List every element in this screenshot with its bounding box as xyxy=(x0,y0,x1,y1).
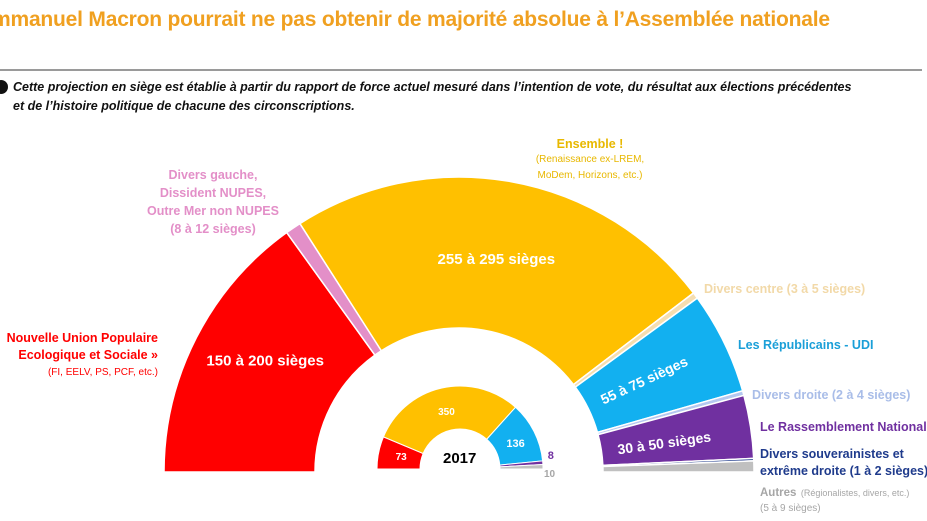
subtitle-line-1: Cette projection en siège est établie à … xyxy=(13,80,852,94)
segment-projection-autres xyxy=(602,460,755,473)
legend-dvg-line1: Divers gauche, xyxy=(168,168,258,182)
legend-dvc: Divers centre (3 à 5 sièges) xyxy=(704,282,866,296)
subtitle-line-2: et de l’histoire politique de chacune de… xyxy=(13,99,355,113)
year-2017-label: 2017 xyxy=(443,450,477,467)
legend-autres-title: Autres xyxy=(760,487,797,499)
legend-lr: Les Républicains - UDI xyxy=(738,338,874,352)
data-label-2017-lrem-modem: 350 xyxy=(438,407,455,418)
data-label-2017-gauche: 73 xyxy=(396,452,408,463)
legend-ensemble: Ensemble ! (Renaissance ex-LREM, MoDem, … xyxy=(510,136,670,184)
legend-dvg-line4: (8 à 12 sièges) xyxy=(170,222,256,236)
arc-2017-data-labels: 73 350 136 8 10 xyxy=(396,407,556,480)
segment-2017-lrem-modem xyxy=(382,385,517,455)
legend-autres-sub: (Régionalistes, divers, etc.) xyxy=(800,488,910,498)
legend-ensemble-title: Ensemble ! xyxy=(556,137,624,151)
legend-nupes: Nouvelle Union Populaire Ecologique et S… xyxy=(0,330,158,381)
data-label-2017-rn: 8 xyxy=(548,450,554,462)
legend-autres: Autres (Régionalistes, divers, etc.) (5 … xyxy=(760,484,909,516)
legend-dsed: Divers souverainistes et extrême droite … xyxy=(760,446,927,480)
data-label-2017-lr-udi: 136 xyxy=(506,438,524,450)
legend-nupes-sub: (FI, EELV, PS, PCF, etc.) xyxy=(47,367,158,378)
legend-nupes-title2: Ecologique et Sociale » xyxy=(18,348,158,362)
data-label-projection-ensemble: 255 à 295 sièges xyxy=(438,251,556,268)
projection-arc xyxy=(163,176,755,473)
legend-nupes-title1: Nouvelle Union Populaire xyxy=(6,331,158,345)
segment-projection-nouvelle-union-populaire-ecologique-et-sociale xyxy=(163,231,376,473)
legend-dvg: Divers gauche, Dissident NUPES, Outre Me… xyxy=(128,166,298,238)
segment-2017-autres xyxy=(499,463,544,470)
divider xyxy=(0,69,922,71)
legend-dvg-line2: Dissident NUPES, xyxy=(159,186,267,200)
legend-dsed-line1: Divers souverainistes et xyxy=(760,447,904,461)
bullet-icon xyxy=(0,80,8,94)
subtitle: Cette projection en siège est établie à … xyxy=(13,78,913,116)
legend-rn: Le Rassemblement National xyxy=(760,420,927,434)
legend-dsed-line2: extrême droite (1 à 2 sièges) xyxy=(760,464,927,478)
legend-dvg-line3: Outre Mer non NUPES xyxy=(147,204,279,218)
data-label-2017-autres: 10 xyxy=(544,469,556,480)
page-title: mmanuel Macron pourrait ne pas obtenir d… xyxy=(0,8,830,31)
data-label-projection-nouvelle-union-populaire-ecologique-et-sociale: 150 à 200 sièges xyxy=(206,353,324,370)
legend-ensemble-sub1: (Renaissance ex-LREM, xyxy=(535,154,645,165)
legend-autres-seats: (5 à 9 sièges) xyxy=(760,503,821,514)
legend-dvd: Divers droite (2 à 4 sièges) xyxy=(752,388,911,402)
arc-2017 xyxy=(376,385,544,470)
legend-ensemble-sub2: MoDem, Horizons, etc.) xyxy=(537,170,643,181)
segment-projection-ensemble xyxy=(298,176,695,386)
